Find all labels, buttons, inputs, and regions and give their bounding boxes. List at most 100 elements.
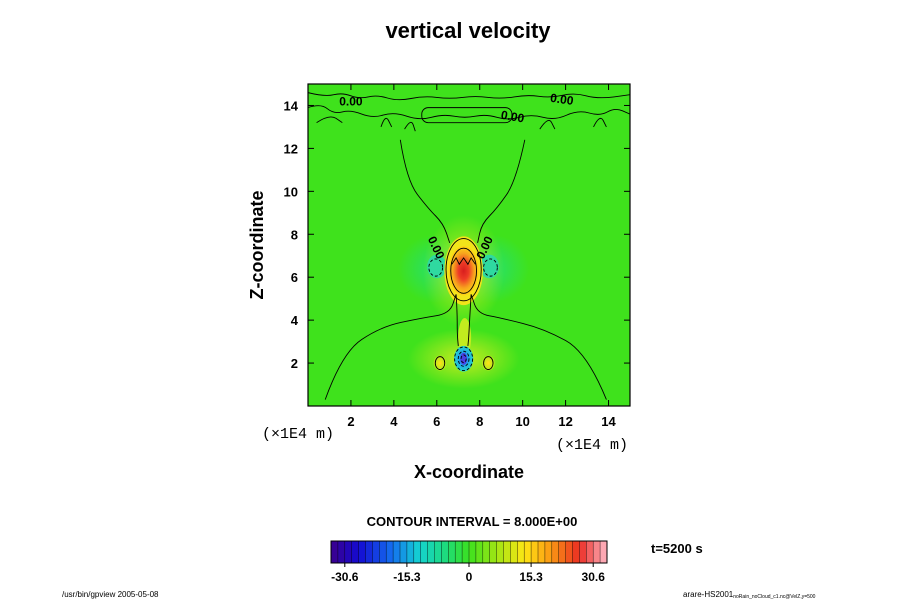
colorbar-tick-label: -15.3 bbox=[393, 570, 421, 584]
contour-lines bbox=[308, 92, 630, 400]
colorbar-swatch bbox=[482, 541, 491, 563]
upper-contour bbox=[308, 92, 630, 101]
footer-command: /usr/bin/gpview 2005-05-08 bbox=[62, 590, 159, 599]
colorbar-swatch bbox=[413, 541, 422, 563]
x-tick-label: 12 bbox=[558, 414, 572, 429]
colorbar-swatch bbox=[551, 541, 560, 563]
colorbar-swatch bbox=[331, 541, 339, 563]
lower-right-updraft bbox=[481, 355, 495, 371]
y-tick-label: 4 bbox=[291, 313, 299, 328]
y-axis-label: Z-coordinate bbox=[247, 190, 267, 299]
x-unit-left: (×1E4 m) bbox=[262, 426, 334, 443]
colorbar-swatch bbox=[489, 541, 498, 563]
colorbar-tick-label: -30.6 bbox=[331, 570, 359, 584]
colorbar-swatch bbox=[572, 541, 580, 563]
colorbar-swatch bbox=[475, 541, 484, 563]
upper-contour bbox=[316, 116, 343, 123]
colorbar-swatch bbox=[337, 541, 346, 563]
x-tick-label: 10 bbox=[515, 414, 529, 429]
plot-frame bbox=[307, 83, 631, 407]
colorbar bbox=[330, 540, 608, 564]
downdraft-contour bbox=[428, 258, 444, 277]
zero-contour bbox=[467, 294, 472, 346]
lower-left-updraft bbox=[433, 355, 447, 371]
x-unit-right: (×1E4 m) bbox=[556, 437, 628, 454]
y-tick-label: 14 bbox=[284, 98, 299, 113]
x-tick-label: 8 bbox=[476, 414, 483, 429]
colorbar-swatch bbox=[538, 541, 546, 563]
colorbar-swatch bbox=[496, 541, 504, 563]
contour-label: 0.00 bbox=[500, 108, 526, 126]
colorbar-swatch bbox=[441, 541, 449, 563]
y-tick-label: 8 bbox=[291, 227, 298, 242]
time-label: t=5200 s bbox=[651, 541, 703, 556]
colorbar-swatch bbox=[503, 541, 511, 563]
x-tick-label: 4 bbox=[390, 414, 398, 429]
colorbar-swatch bbox=[427, 541, 435, 563]
downdraft-contour bbox=[483, 258, 498, 277]
colorbar-swatch bbox=[524, 541, 532, 563]
upper-contour bbox=[404, 121, 416, 132]
colorbar-swatch bbox=[386, 541, 394, 563]
velocity-field bbox=[398, 214, 530, 389]
x-tick-label: 2 bbox=[347, 414, 354, 429]
colorbar-swatch bbox=[455, 541, 463, 563]
x-tick-label: 6 bbox=[433, 414, 440, 429]
downdraft-center bbox=[460, 352, 468, 365]
colorbar-swatch bbox=[469, 541, 477, 563]
colorbar-tick-label: 0 bbox=[466, 570, 473, 584]
zero-contour bbox=[477, 139, 526, 243]
upper-contour bbox=[539, 120, 556, 130]
y-axis-ticks: 2 4 6 8 10 12 14 bbox=[284, 98, 630, 371]
contour-label: 0.00 bbox=[549, 91, 574, 108]
colorbar-swatch bbox=[344, 541, 353, 563]
colorbar-swatch bbox=[372, 541, 380, 563]
colorbar-swatch bbox=[379, 541, 387, 563]
downdraft-contour bbox=[454, 346, 474, 372]
colorbar-swatch bbox=[558, 541, 567, 563]
x-axis-ticks: 2 4 6 8 10 12 14 bbox=[347, 84, 617, 429]
colorbar-swatch bbox=[462, 541, 470, 563]
colorbar-swatch bbox=[365, 541, 373, 563]
colorbar-swatch bbox=[393, 541, 401, 563]
downdraft-contour bbox=[460, 354, 467, 364]
updraft-contour bbox=[451, 257, 476, 266]
colorbar-swatch bbox=[579, 541, 587, 563]
colorbar-swatch bbox=[593, 541, 601, 563]
footer-file: arare-HS2001noRain_noCloud_c1.nc@VelZ,y=… bbox=[683, 590, 816, 600]
y-tick-label: 6 bbox=[291, 270, 298, 285]
lower-updraft-contour bbox=[434, 356, 446, 370]
x-axis-label: X-coordinate bbox=[414, 462, 524, 482]
colorbar-swatch bbox=[531, 541, 539, 563]
x-tick-label: 14 bbox=[601, 414, 616, 429]
footer-file-sub: noRain_noCloud_c1.nc@VelZ,y=500 bbox=[733, 594, 815, 600]
colorbar-swatch bbox=[544, 541, 553, 563]
colorbar-swatch bbox=[400, 541, 408, 563]
colorbar-swatch bbox=[406, 541, 415, 563]
colorbar-swatch bbox=[434, 541, 442, 563]
chart-title: vertical velocity bbox=[385, 18, 551, 43]
colorbar-swatch bbox=[358, 541, 366, 563]
y-tick-label: 2 bbox=[291, 356, 298, 371]
zero-contour bbox=[399, 139, 451, 244]
downdraft-contour bbox=[457, 350, 470, 367]
contour-interval: CONTOUR INTERVAL = 8.000E+00 bbox=[367, 514, 578, 529]
colorbar-swatch bbox=[510, 541, 518, 563]
colorbar-swatch bbox=[351, 541, 360, 563]
colorbar-swatch bbox=[565, 541, 573, 563]
plot-area bbox=[308, 84, 630, 406]
y-tick-label: 12 bbox=[284, 141, 298, 156]
contour-label: 0.00 bbox=[339, 94, 363, 108]
zero-contour bbox=[470, 294, 607, 400]
updraft-contour bbox=[450, 247, 477, 294]
y-tick-label: 10 bbox=[284, 184, 298, 199]
colorbar-tick-label: 15.3 bbox=[519, 570, 543, 584]
zero-contour bbox=[324, 294, 457, 400]
lower-updraft-contour bbox=[483, 356, 494, 370]
colorbar-ticks: -30.6 -15.3 0 15.3 30.6 bbox=[331, 563, 605, 584]
upper-contour bbox=[308, 105, 630, 120]
upper-contour bbox=[593, 117, 607, 128]
colorbar-swatch bbox=[586, 541, 594, 563]
upper-contour bbox=[380, 117, 393, 128]
